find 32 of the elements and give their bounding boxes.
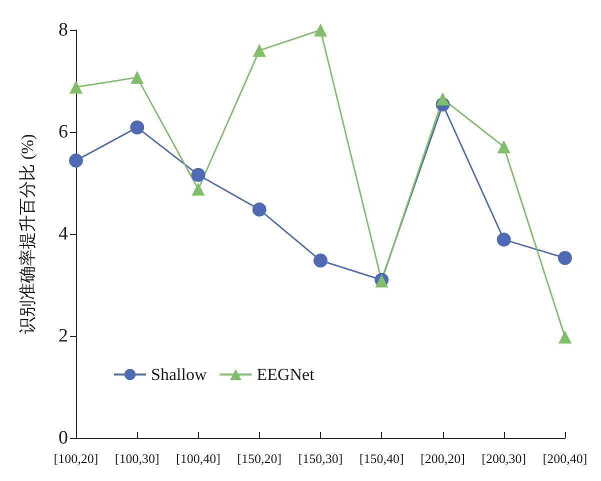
y-tick-label: 6	[58, 122, 68, 142]
point	[436, 92, 450, 106]
point	[191, 168, 206, 182]
x-tick-label: [150,20]	[237, 451, 282, 466]
point	[69, 154, 83, 168]
y-tick-label: 8	[58, 20, 68, 40]
point	[252, 202, 266, 217]
point	[130, 70, 144, 84]
x-tick-label: [200,30]	[482, 451, 526, 466]
point	[314, 24, 327, 36]
point	[558, 330, 572, 344]
point	[130, 120, 144, 134]
x-tick-label: [100,30]	[114, 451, 160, 466]
legend-label: Shallow	[151, 365, 208, 384]
point	[497, 140, 510, 154]
point	[70, 80, 82, 94]
legend-label: EEGNet	[256, 365, 315, 384]
x-tick-label: [100,40]	[176, 451, 220, 466]
point	[192, 182, 205, 196]
point	[558, 250, 572, 265]
y-tick-label: 0	[58, 428, 68, 448]
y-axis-title: 识别准确率提升百分比 (%)	[18, 134, 37, 334]
x-tick-label: [150,40]	[359, 451, 404, 466]
x-tick-label: [200,40]	[542, 451, 588, 466]
point	[252, 44, 266, 57]
y-tick-label: 4	[58, 224, 68, 244]
point	[496, 232, 511, 247]
x-tick-label: [100,20]	[54, 451, 98, 466]
point	[314, 254, 328, 268]
x-tick-label: [150,30]	[298, 451, 343, 466]
y-tick-label: 2	[58, 326, 68, 346]
x-tick-label: [200,20]	[420, 451, 465, 466]
